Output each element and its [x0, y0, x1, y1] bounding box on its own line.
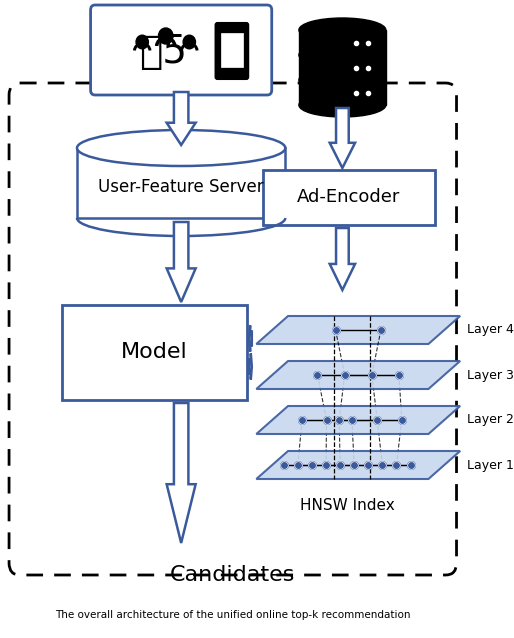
Polygon shape — [299, 80, 386, 105]
Polygon shape — [77, 148, 285, 218]
Text: Layer 2: Layer 2 — [467, 413, 514, 426]
Polygon shape — [329, 108, 355, 168]
Polygon shape — [256, 451, 460, 479]
Text: Ad-Encoder: Ad-Encoder — [297, 188, 400, 207]
FancyBboxPatch shape — [62, 305, 247, 400]
Circle shape — [158, 28, 173, 44]
Polygon shape — [167, 92, 196, 145]
Ellipse shape — [299, 18, 386, 42]
Text: Layer 1: Layer 1 — [467, 459, 514, 471]
Circle shape — [183, 35, 195, 48]
FancyBboxPatch shape — [215, 23, 248, 79]
Ellipse shape — [299, 93, 386, 117]
Polygon shape — [256, 316, 460, 344]
Polygon shape — [256, 361, 460, 389]
Text: Model: Model — [121, 343, 188, 362]
Polygon shape — [256, 406, 460, 434]
Text: HNSW Index: HNSW Index — [300, 498, 394, 513]
FancyBboxPatch shape — [263, 170, 435, 225]
Text: ὆5: ὆5 — [139, 33, 187, 71]
Ellipse shape — [77, 130, 285, 166]
Ellipse shape — [299, 43, 386, 67]
FancyBboxPatch shape — [221, 33, 243, 67]
Polygon shape — [329, 228, 355, 290]
Text: Layer 3: Layer 3 — [467, 369, 514, 382]
Polygon shape — [299, 55, 386, 80]
Text: User-Feature Server: User-Feature Server — [98, 178, 264, 196]
Polygon shape — [249, 325, 252, 352]
FancyBboxPatch shape — [90, 5, 272, 95]
Polygon shape — [299, 30, 386, 55]
Circle shape — [136, 35, 149, 48]
Text: Layer 4: Layer 4 — [467, 323, 514, 336]
Text: Candidates: Candidates — [170, 565, 296, 585]
Polygon shape — [167, 403, 196, 543]
Polygon shape — [249, 353, 252, 380]
Polygon shape — [167, 222, 196, 302]
Ellipse shape — [299, 68, 386, 92]
Text: The overall architecture of the unified online top-k recommendation: The overall architecture of the unified … — [55, 610, 411, 620]
